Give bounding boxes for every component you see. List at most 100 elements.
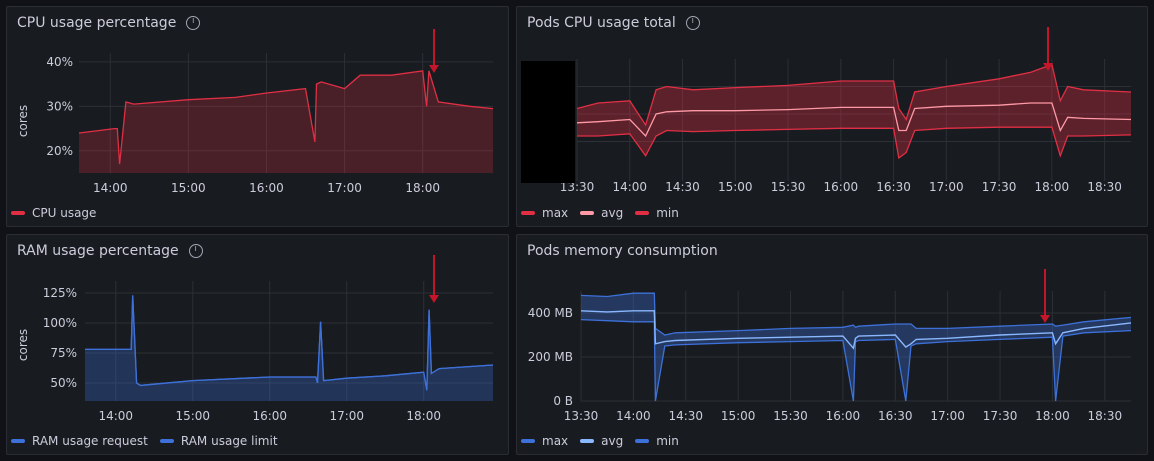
y-tick-label: 125%	[43, 286, 77, 300]
x-tick-label: 14:00	[98, 409, 133, 423]
legend-item[interactable]: RAM usage request	[11, 434, 148, 448]
legend-label: min	[656, 434, 679, 448]
legend-label: RAM usage request	[32, 434, 148, 448]
panel-title: RAM usage percentage	[17, 243, 203, 259]
pods-memory-title: Pods memory consumption	[527, 243, 718, 259]
legend-swatch	[521, 439, 535, 443]
x-tick-label: 16:00	[826, 409, 861, 423]
series-band-max-min	[581, 293, 1131, 401]
series-line-avg	[576, 102, 1132, 138]
legend-swatch	[11, 211, 25, 215]
series-band-max-min	[577, 64, 1131, 158]
x-tick-label: 13:30	[560, 180, 595, 194]
pods-cpu-chart[interactable]: 13:30 14:00 14:30 15:00 15:30 16:00 16:30 17:00…	[517, 7, 1149, 228]
ram-usage-chart[interactable]: cores 125% 100% 75% 50% 14:00 15:00 16:00 17:00…	[7, 235, 510, 456]
legend-label: CPU usage	[32, 206, 97, 220]
annotation-arrow-head	[429, 295, 439, 303]
annotation-arrow-head	[1043, 63, 1053, 71]
legend-swatch	[521, 211, 535, 215]
x-tick-label: 15:30	[771, 180, 806, 194]
legend-item[interactable]: min	[635, 206, 679, 220]
x-tick-label: 14:00	[612, 180, 647, 194]
x-tick-label: 17:30	[983, 409, 1018, 423]
info-icon[interactable]	[685, 16, 700, 30]
legend: RAM usage request RAM usage limit	[11, 434, 278, 448]
redacted-region	[521, 61, 575, 183]
x-tick-label: 13:30	[564, 409, 599, 423]
x-tick-label: 16:00	[252, 409, 287, 423]
x-tick-label: 16:00	[824, 180, 859, 194]
x-tick-label: 15:30	[773, 409, 808, 423]
x-tick-label: 14:30	[665, 180, 700, 194]
legend-item[interactable]: min	[635, 434, 679, 448]
legend-label: avg	[601, 434, 624, 448]
x-tick-label: 18:30	[1087, 180, 1122, 194]
x-tick-label: 17:30	[982, 180, 1017, 194]
cpu-usage-chart[interactable]: cores 40% 30% 20% 14:00 15:00 16:00 17:00 18:00	[7, 7, 510, 228]
x-tick-label: 15:00	[721, 409, 756, 423]
y-tick-label: 0 B	[553, 394, 573, 408]
annotation-arrow-head	[1040, 315, 1050, 323]
panel-title: Pods memory consumption	[527, 243, 718, 259]
legend-swatch	[11, 439, 25, 443]
info-icon[interactable]	[188, 244, 203, 258]
y-axis-label: cores	[16, 105, 30, 137]
x-tick-label: 14:00	[616, 409, 651, 423]
legend-item[interactable]: avg	[580, 434, 623, 448]
y-tick-label: 100%	[43, 316, 77, 330]
y-tick-label: 200 MB	[528, 350, 573, 364]
pods-cpu-title: Pods CPU usage total	[527, 15, 676, 31]
x-tick-label: 17:00	[929, 180, 964, 194]
series-line-cpu-usage	[78, 70, 494, 165]
legend-swatch	[635, 211, 650, 215]
x-tick-label: 15:00	[718, 180, 753, 194]
pods-memory-chart[interactable]: 400 MB 200 MB 0 B13:30 14:00 14:30 15:00 15:30…	[517, 235, 1149, 456]
ram-usage-title: RAM usage percentage	[17, 243, 179, 259]
series-line-ram-usage-request	[85, 295, 494, 391]
annotation-arrow-head	[429, 65, 439, 73]
ram-usage-panel: RAM usage percentage cores 125% 100% 75% 50…	[6, 234, 509, 455]
series-line-max	[576, 63, 1132, 127]
legend-label: min	[656, 206, 679, 220]
cpu-usage-title: CPU usage percentage	[17, 15, 177, 31]
legend-item[interactable]: avg	[580, 206, 623, 220]
legend-label: RAM usage limit	[180, 434, 278, 448]
legend-label: avg	[601, 206, 624, 220]
x-tick-label: 14:30	[668, 409, 703, 423]
x-tick-label: 15:00	[171, 181, 206, 195]
legend-swatch	[580, 439, 595, 443]
series-area-cpu-usage	[79, 70, 493, 173]
y-axis-label: cores	[16, 329, 30, 361]
legend: max avg min	[521, 434, 679, 448]
panel-title: CPU usage percentage	[17, 15, 201, 31]
y-tick-label: 30%	[46, 99, 73, 113]
legend-item[interactable]: max	[521, 206, 568, 220]
x-tick-label: 18:00	[1035, 180, 1070, 194]
x-tick-label: 18:30	[1088, 409, 1123, 423]
panel-title: Pods CPU usage total	[527, 15, 700, 31]
legend-swatch	[635, 439, 650, 443]
y-tick-label: 400 MB	[528, 306, 573, 320]
x-tick-label: 16:30	[876, 180, 911, 194]
legend: max avg min	[521, 206, 679, 220]
series-line-avg	[580, 310, 1132, 350]
x-tick-label: 18:00	[406, 409, 441, 423]
legend-item[interactable]: max	[521, 434, 568, 448]
series-line-min	[580, 318, 1132, 402]
cpu-usage-panel: CPU usage percentage cores 40% 30% 20% 14:0…	[6, 6, 509, 227]
y-tick-label: 75%	[50, 346, 77, 360]
pods-cpu-usage-panel: Pods CPU usage total 13:30 14:00 14:30 15:0…	[516, 6, 1148, 227]
x-tick-label: 17:00	[327, 181, 362, 195]
legend-label: max	[542, 206, 569, 220]
series-area-ram	[85, 295, 493, 401]
info-icon[interactable]	[186, 16, 201, 30]
legend-item[interactable]: CPU usage	[11, 206, 96, 220]
x-tick-label: 18:00	[405, 181, 440, 195]
legend-swatch	[580, 211, 595, 215]
legend-label: max	[542, 434, 569, 448]
legend-item[interactable]: RAM usage limit	[159, 434, 278, 448]
y-tick-label: 20%	[46, 144, 73, 158]
x-tick-label: 17:00	[329, 409, 364, 423]
legend: CPU usage	[11, 206, 96, 220]
